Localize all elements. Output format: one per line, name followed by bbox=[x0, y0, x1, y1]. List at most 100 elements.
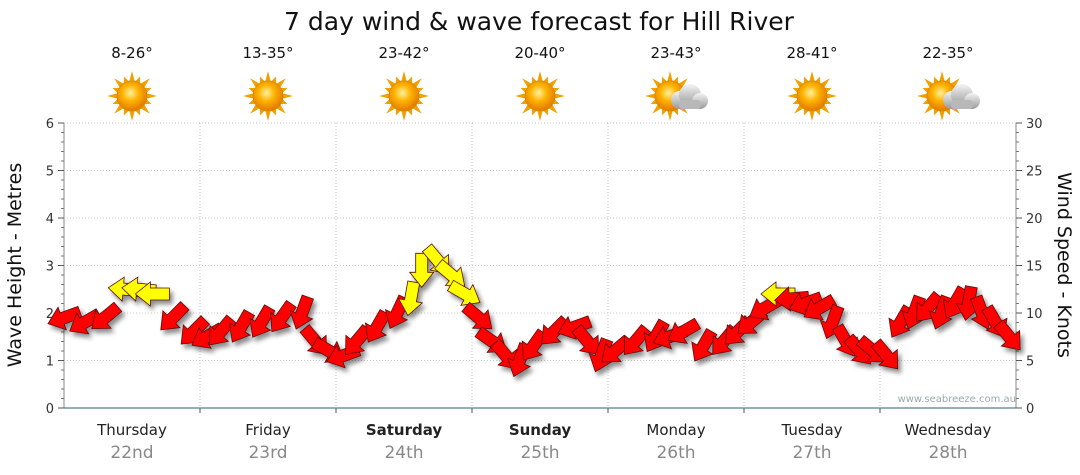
sun-disc bbox=[252, 80, 284, 112]
wind-arrow-shape bbox=[408, 252, 435, 288]
sun-ray bbox=[537, 110, 543, 121]
sun-ray bbox=[379, 93, 390, 99]
wind-arrow-shape bbox=[788, 291, 824, 317]
y2-axis-label: Wind Speed - Knots bbox=[1053, 172, 1075, 358]
sun-disc bbox=[116, 80, 148, 112]
sun-icon bbox=[379, 71, 429, 121]
y2-tick-label: 25 bbox=[1026, 165, 1043, 180]
wind-arrow bbox=[160, 300, 190, 331]
wind-arrow bbox=[691, 328, 718, 362]
sun-disc bbox=[796, 80, 828, 112]
y2-tick-label: 5 bbox=[1026, 355, 1034, 370]
sun-ray bbox=[809, 71, 815, 82]
sun-ray bbox=[418, 93, 429, 99]
y2-tick-label: 20 bbox=[1026, 212, 1043, 227]
y-tick-label: 3 bbox=[46, 260, 54, 275]
wind-arrow bbox=[541, 315, 571, 345]
sun-icon bbox=[515, 71, 565, 121]
wind-arrow bbox=[667, 317, 702, 344]
sun-ray bbox=[809, 110, 815, 121]
wind-speed-axis: 0 5 10 15 20 25 30 bbox=[1016, 117, 1043, 417]
wind-arrow bbox=[345, 324, 373, 356]
day-name-label: Friday bbox=[245, 421, 291, 439]
day-name-label: Monday bbox=[646, 421, 705, 439]
wind-arrow-shape bbox=[397, 280, 424, 317]
day-date-label: 25th bbox=[520, 443, 559, 463]
wind-arrow bbox=[803, 294, 838, 321]
wind-arrow-shape bbox=[541, 315, 571, 345]
cloud-shape bbox=[671, 84, 708, 109]
temperature-label: 28-41° bbox=[786, 44, 837, 62]
day-date-label: 26th bbox=[656, 443, 695, 463]
sun-disc bbox=[524, 80, 556, 112]
y2-tick-label: 15 bbox=[1026, 260, 1043, 275]
cloud-base bbox=[679, 100, 701, 109]
wind-arrow bbox=[993, 319, 1021, 351]
temperature-label: 13-35° bbox=[242, 44, 293, 62]
sun-ray bbox=[146, 93, 157, 99]
sun-ray bbox=[917, 93, 928, 99]
y-tick-label: 0 bbox=[46, 402, 54, 417]
wind-arrow bbox=[788, 291, 824, 317]
day-name-label: Wednesday bbox=[905, 421, 992, 439]
y2-tick-label: 30 bbox=[1026, 117, 1043, 132]
daily-forecast-row: 8-26° 13-35° 23-42° 20-40° 23-43° 28-41° 22-35… bbox=[107, 44, 980, 121]
sun-ray bbox=[243, 93, 254, 99]
wind-arrow-shape bbox=[134, 281, 170, 307]
wind-arrow-shape bbox=[870, 338, 899, 370]
temperature-label: 23-43° bbox=[650, 44, 701, 62]
y-tick-label: 6 bbox=[46, 117, 54, 132]
sun-ray bbox=[537, 71, 543, 82]
wind-arrow bbox=[249, 304, 276, 338]
sun-ray bbox=[282, 93, 293, 99]
sun-ray bbox=[939, 71, 945, 82]
temperature-label: 23-42° bbox=[378, 44, 429, 62]
plot-area bbox=[63, 123, 1017, 409]
wind-arrow bbox=[364, 309, 392, 343]
wind-arrow-shape bbox=[345, 324, 373, 356]
day-date-label: 24th bbox=[384, 443, 423, 463]
y-axis-label: Wave Height - Metres bbox=[4, 163, 26, 367]
wind-arrow bbox=[397, 280, 424, 317]
day-name-label: Thursday bbox=[96, 421, 167, 439]
y-tick-label: 4 bbox=[46, 212, 54, 227]
wind-arrow-shape bbox=[289, 294, 314, 330]
temperature-label: 20-40° bbox=[514, 44, 565, 62]
sun-ray bbox=[129, 110, 135, 121]
wind-arrow-shape bbox=[91, 301, 123, 330]
wind-arrow-series bbox=[47, 243, 1021, 378]
sun-ray bbox=[265, 110, 271, 121]
sun-ray bbox=[667, 110, 673, 121]
wind-arrow-shape bbox=[364, 309, 392, 343]
day-axis: Thursday 22nd Friday 23rd Saturday 24th Sunday… bbox=[96, 408, 992, 463]
y-tick-label: 2 bbox=[46, 307, 54, 322]
y2-tick-label: 10 bbox=[1026, 307, 1043, 322]
wind-arrow bbox=[408, 252, 435, 288]
sun-ray bbox=[401, 71, 407, 82]
wind-arrow-shape bbox=[47, 305, 83, 331]
wind-arrow bbox=[774, 286, 810, 312]
wind-arrow-shape bbox=[667, 317, 702, 344]
temperature-label: 8-26° bbox=[111, 44, 153, 62]
wind-arrow-shape bbox=[571, 324, 599, 356]
wind-arrow bbox=[571, 324, 599, 356]
cloud-base bbox=[951, 100, 973, 109]
wind-arrow bbox=[47, 305, 83, 331]
wind-arrow-shape bbox=[249, 304, 276, 338]
partly-cloudy-icon bbox=[917, 71, 980, 121]
plot-background bbox=[64, 123, 1016, 408]
wave-height-axis: 0 1 2 3 4 5 6 bbox=[46, 117, 64, 417]
sun-ray bbox=[787, 93, 798, 99]
wind-arrow bbox=[91, 301, 123, 330]
wind-arrow bbox=[228, 309, 256, 343]
wind-arrow bbox=[870, 338, 899, 370]
y-tick-label: 5 bbox=[46, 165, 54, 180]
wind-arrow-shape bbox=[160, 300, 190, 331]
sun-icon bbox=[787, 71, 837, 121]
day-date-label: 22nd bbox=[110, 443, 153, 463]
wind-arrow-shape bbox=[521, 328, 549, 361]
chart-title: 7 day wind & wave forecast for Hill Rive… bbox=[284, 7, 795, 36]
sun-ray bbox=[265, 71, 271, 82]
sun-icon bbox=[107, 71, 157, 121]
